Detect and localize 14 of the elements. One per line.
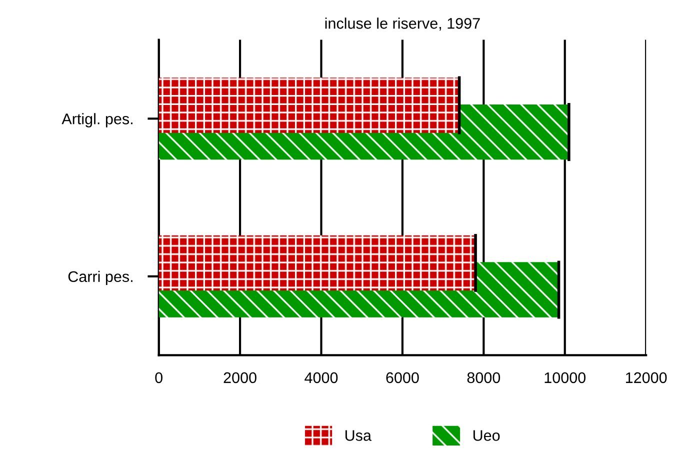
y-tick-label: Artigl. pes. xyxy=(62,113,132,128)
chart-title: incluse le riserve, 1997 xyxy=(325,18,480,31)
bar xyxy=(158,78,460,133)
x-tick-label: 2000 xyxy=(224,372,256,384)
x-tick-label: 4000 xyxy=(304,372,338,384)
legend-label: Usa xyxy=(345,430,372,441)
x-tick-label: 0 xyxy=(155,372,162,384)
bar xyxy=(158,235,476,291)
y-tick-label: Carri pes. xyxy=(68,270,132,286)
x-tick-label: 10000 xyxy=(544,372,586,384)
x-tick-label: 6000 xyxy=(386,372,419,384)
x-tick-label: 8000 xyxy=(467,372,500,384)
legend-label: Ueo xyxy=(473,430,500,441)
x-tick-label: 12000 xyxy=(626,372,667,384)
